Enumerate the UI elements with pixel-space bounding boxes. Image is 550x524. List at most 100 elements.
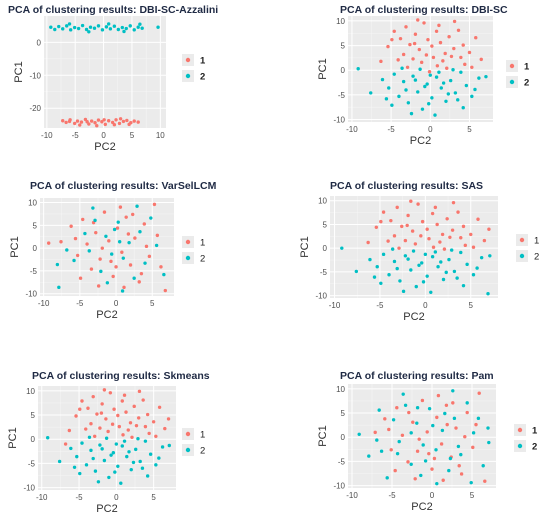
data-point-cluster-2 bbox=[138, 230, 142, 234]
data-point-cluster-1 bbox=[482, 238, 487, 243]
data-point-cluster-1 bbox=[78, 276, 83, 280]
data-point-cluster-2 bbox=[387, 273, 391, 277]
data-point-cluster-1 bbox=[147, 431, 151, 436]
data-point-cluster-2 bbox=[160, 445, 165, 449]
data-point-cluster-1 bbox=[447, 35, 451, 39]
x-tick-label: -5 bbox=[388, 125, 396, 134]
data-point-cluster-2 bbox=[439, 86, 443, 90]
data-point-cluster-2 bbox=[459, 452, 463, 457]
data-point-cluster-1 bbox=[389, 218, 393, 223]
data-point-cluster-1 bbox=[126, 232, 131, 236]
data-point-cluster-1 bbox=[426, 37, 430, 42]
data-point-cluster-1 bbox=[430, 211, 435, 216]
data-point-cluster-2 bbox=[64, 24, 69, 28]
data-point-cluster-1 bbox=[409, 199, 413, 203]
data-point-cluster-2 bbox=[404, 88, 408, 92]
data-point-cluster-2 bbox=[416, 90, 420, 94]
data-point-cluster-2 bbox=[449, 248, 454, 252]
data-point-cluster-2 bbox=[111, 451, 116, 455]
data-point-cluster-1 bbox=[69, 224, 73, 228]
data-point-cluster-2 bbox=[72, 258, 76, 263]
data-point-cluster-1 bbox=[59, 240, 63, 244]
data-point-cluster-1 bbox=[425, 227, 429, 231]
data-point-cluster-1 bbox=[392, 234, 397, 238]
chart-panel-3: PCA of clustering results: VarSelLCM-10-… bbox=[9, 180, 217, 321]
data-point-cluster-1 bbox=[92, 434, 97, 439]
x-tick-label: 5 bbox=[469, 301, 474, 310]
data-point-cluster-1 bbox=[78, 407, 82, 411]
data-point-cluster-1 bbox=[395, 406, 399, 410]
data-point-cluster-1 bbox=[487, 227, 491, 231]
data-point-cluster-1 bbox=[127, 122, 131, 127]
data-point-cluster-1 bbox=[404, 25, 408, 29]
y-axis-label: PC1 bbox=[13, 61, 25, 82]
data-point-cluster-2 bbox=[441, 81, 446, 85]
data-point-cluster-2 bbox=[406, 257, 410, 261]
data-point-cluster-2 bbox=[114, 442, 119, 446]
data-point-cluster-2 bbox=[132, 28, 136, 32]
data-point-cluster-1 bbox=[393, 468, 397, 473]
data-point-cluster-1 bbox=[420, 398, 425, 403]
data-point-cluster-2 bbox=[431, 423, 435, 428]
data-point-cluster-2 bbox=[456, 98, 460, 102]
data-point-cluster-1 bbox=[132, 404, 136, 409]
data-point-cluster-2 bbox=[419, 473, 423, 478]
data-point-cluster-1 bbox=[142, 222, 147, 226]
data-point-cluster-2 bbox=[409, 462, 413, 466]
data-point-cluster-2 bbox=[484, 74, 488, 79]
data-point-cluster-1 bbox=[435, 222, 439, 227]
data-point-cluster-1 bbox=[443, 51, 447, 56]
data-point-cluster-1 bbox=[379, 219, 383, 224]
y-axis-label: PC1 bbox=[9, 236, 21, 257]
y-tick-label: -5 bbox=[338, 457, 346, 466]
data-point-cluster-2 bbox=[377, 408, 381, 412]
data-point-cluster-2 bbox=[461, 283, 466, 288]
data-point-cluster-1 bbox=[470, 65, 474, 69]
data-point-cluster-2 bbox=[488, 254, 492, 258]
data-point-cluster-2 bbox=[88, 25, 93, 29]
data-point-cluster-2 bbox=[357, 432, 361, 437]
data-point-cluster-2 bbox=[154, 243, 159, 248]
data-point-cluster-2 bbox=[367, 454, 371, 458]
data-point-cluster-1 bbox=[405, 65, 410, 69]
y-axis-label: PC1 bbox=[7, 427, 19, 448]
x-axis-label: PC2 bbox=[411, 501, 432, 513]
data-point-cluster-2 bbox=[469, 480, 473, 485]
legend-marker-2 bbox=[509, 79, 515, 85]
data-point-cluster-1 bbox=[121, 119, 126, 124]
data-point-cluster-2 bbox=[83, 231, 87, 236]
data-point-cluster-2 bbox=[446, 92, 451, 96]
data-point-cluster-2 bbox=[57, 285, 61, 290]
y-tick-label: -5 bbox=[338, 91, 346, 100]
data-point-cluster-1 bbox=[143, 424, 148, 429]
data-point-cluster-2 bbox=[140, 26, 144, 30]
data-point-cluster-2 bbox=[375, 264, 379, 269]
data-point-cluster-1 bbox=[155, 233, 160, 238]
data-point-cluster-2 bbox=[122, 29, 126, 34]
data-point-cluster-2 bbox=[135, 204, 139, 208]
data-point-cluster-1 bbox=[63, 442, 68, 446]
x-tick-label: 5 bbox=[130, 131, 135, 140]
x-tick-label: -5 bbox=[388, 491, 396, 500]
data-point-cluster-2 bbox=[475, 266, 479, 270]
data-point-cluster-2 bbox=[455, 276, 459, 280]
y-tick-label: -5 bbox=[320, 268, 328, 277]
y-tick-label: 5 bbox=[341, 409, 346, 418]
legend-label-2: 2 bbox=[200, 72, 205, 83]
data-point-cluster-1 bbox=[437, 23, 441, 28]
data-point-cluster-1 bbox=[166, 417, 171, 421]
data-point-cluster-1 bbox=[433, 205, 438, 210]
data-point-cluster-1 bbox=[75, 119, 80, 123]
data-point-cluster-2 bbox=[119, 481, 123, 485]
data-point-cluster-1 bbox=[459, 236, 463, 240]
chart-title: PCA of clustering results: VarSelLCM bbox=[30, 180, 217, 192]
data-point-cluster-2 bbox=[403, 254, 408, 258]
data-point-cluster-1 bbox=[419, 60, 424, 65]
legend-label-1: 1 bbox=[200, 430, 205, 441]
data-point-cluster-2 bbox=[106, 22, 111, 26]
data-point-cluster-2 bbox=[109, 453, 113, 457]
chart-title: PCA of clustering results: Pam bbox=[340, 370, 494, 382]
data-point-cluster-2 bbox=[409, 111, 414, 116]
data-point-cluster-2 bbox=[435, 481, 439, 486]
data-point-cluster-2 bbox=[390, 247, 395, 251]
